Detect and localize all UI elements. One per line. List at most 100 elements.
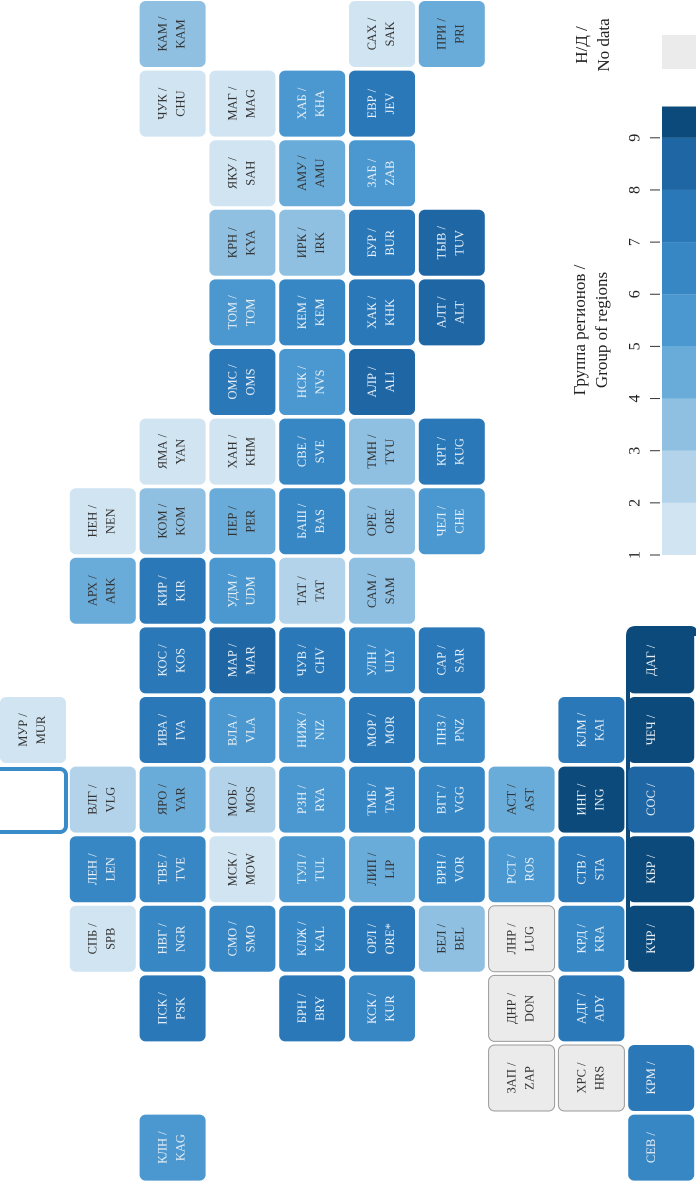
- region-code-ru: БАШ /: [295, 503, 309, 539]
- region-tile: [69, 905, 136, 972]
- region-tile: [488, 1044, 556, 1112]
- colorbar-segment: [662, 450, 696, 503]
- region-code-en: ING: [592, 788, 606, 810]
- region-code-ru: НИЖ /: [295, 712, 309, 748]
- region-code-en: SAH: [243, 161, 257, 186]
- region-code-ru: СМО /: [225, 921, 239, 957]
- region-code-ru: КИР /: [155, 575, 169, 606]
- region-code-ru: ИВА /: [155, 713, 169, 746]
- region-code-en: YAN: [173, 439, 187, 465]
- region-code-ru: ТОМ /: [225, 295, 239, 330]
- region-tile: [349, 766, 415, 833]
- region-code-ru: ВРН /: [435, 853, 449, 884]
- nodata-label: Н/Д /: [572, 26, 591, 64]
- region-code-en: TYU: [383, 439, 397, 465]
- region-tile: [628, 905, 695, 972]
- region-tile: [279, 70, 346, 137]
- region-code-ru: ИНГ /: [574, 783, 588, 815]
- region-tile: [349, 349, 415, 415]
- region-code-ru: ЯРО /: [155, 784, 169, 816]
- region-code-en: MOS: [243, 786, 257, 813]
- region-code-ru: НСК /: [295, 365, 309, 398]
- region-tile: [557, 1044, 625, 1112]
- region-tile: [279, 905, 346, 972]
- region-code-ru: ЧУВ /: [295, 644, 309, 676]
- region-tile: [628, 766, 695, 833]
- region-tile: [139, 627, 206, 694]
- region-code-en: ROS: [522, 857, 536, 881]
- region-code-ru: КРМ /: [644, 1061, 658, 1095]
- region-tile: [558, 975, 625, 1042]
- region-code-en: AMU: [313, 159, 327, 188]
- region-tile: [209, 140, 276, 207]
- region-tile: [488, 836, 555, 903]
- region-code-en: SAM: [383, 577, 397, 604]
- region-code-en: HRS: [592, 1066, 606, 1090]
- region-code-ru: КРГ /: [435, 437, 449, 467]
- region-code-ru: МОБ /: [225, 782, 239, 816]
- region-code-ru: РСТ /: [504, 854, 518, 884]
- region-code-ru: КЛН /: [155, 1131, 169, 1164]
- region-tile: [349, 70, 415, 137]
- region-code-ru: ТВЕ /: [155, 854, 169, 885]
- region-code-en: MAR: [243, 646, 257, 675]
- region-code-en: NVS: [313, 369, 327, 394]
- region-tile: [209, 905, 276, 972]
- region-code-en: NEN: [104, 508, 118, 534]
- region-code-ru: МАГ /: [225, 86, 239, 120]
- region-code-ru: КАМ /: [155, 16, 169, 52]
- colorbar-segment: [662, 106, 696, 138]
- region-code-en: TUL: [313, 857, 327, 881]
- region-tile: [69, 488, 136, 555]
- region-code-ru: ДНР /: [504, 992, 518, 1024]
- region-tile: [139, 557, 206, 624]
- region-code-en: TAT: [313, 579, 327, 601]
- region-code-en: ALI: [383, 372, 397, 393]
- region-tile: [418, 697, 485, 763]
- region-tile: [488, 766, 555, 833]
- region-tile: [69, 766, 136, 833]
- region-code-ru: БЕЛ /: [435, 923, 449, 953]
- region-code-en: TOM: [243, 299, 257, 327]
- region-code-en: BUR: [383, 229, 397, 255]
- region-tile: [139, 488, 206, 555]
- region-tile: [418, 1, 485, 67]
- region-code-ru: КЕМ /: [295, 295, 309, 329]
- legend-title: Group of regions: [592, 272, 611, 388]
- region-code-ru: УДМ /: [225, 573, 239, 607]
- region-code-en: KAI: [592, 719, 606, 741]
- region-tile: [628, 1045, 695, 1111]
- region-code-ru: ПЕР /: [225, 506, 239, 537]
- region-tile: [279, 349, 346, 415]
- region-tile: [349, 627, 415, 694]
- region-tile: [418, 418, 485, 485]
- region-tile: [418, 905, 485, 972]
- region-code-ru: ХРС /: [574, 1062, 588, 1094]
- region-code-ru: САМ /: [365, 573, 379, 608]
- region-code-en: LUG: [522, 926, 536, 952]
- region-code-en: IVA: [173, 720, 187, 741]
- region-code-ru: МАР /: [225, 643, 239, 677]
- region-tile: [418, 836, 485, 903]
- region-tile: [349, 1, 415, 67]
- region-tile: [418, 766, 485, 833]
- region-tile: [69, 836, 136, 903]
- region-code-ru: ТМН /: [365, 434, 379, 469]
- region-code-ru: КЛМ /: [574, 712, 588, 747]
- region-code-ru: КРН /: [225, 227, 239, 258]
- region-code-en: KIR: [173, 579, 187, 601]
- region-tile: [209, 209, 276, 276]
- region-code-ru: ХАН /: [225, 434, 239, 468]
- region-tile: [139, 1, 206, 67]
- region-code-en: VLG: [104, 787, 118, 813]
- colorbar-segment: [662, 502, 696, 555]
- region-code-en: SVE: [313, 439, 327, 463]
- region-tile: [418, 279, 485, 346]
- region-tile: [279, 836, 346, 903]
- region-code-en: MUR: [34, 715, 48, 744]
- region-code-en: NIZ: [313, 720, 327, 741]
- region-tile: [209, 349, 276, 415]
- region-code-en: TAM: [383, 786, 397, 813]
- region-code-ru: ТУЛ /: [295, 854, 309, 885]
